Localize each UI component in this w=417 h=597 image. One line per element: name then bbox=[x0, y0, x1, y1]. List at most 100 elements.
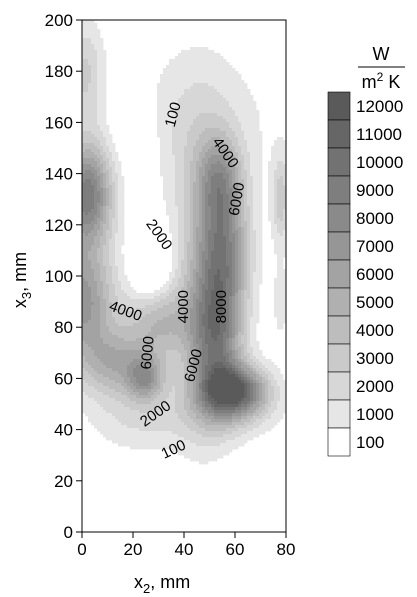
heat-cell bbox=[82, 47, 86, 51]
heat-cell bbox=[109, 236, 113, 240]
heat-cell bbox=[109, 335, 113, 339]
heat-cell bbox=[190, 329, 194, 333]
heat-cell bbox=[97, 326, 101, 330]
heat-cell bbox=[211, 281, 215, 285]
heat-cell bbox=[202, 50, 206, 54]
heat-cell bbox=[259, 233, 263, 237]
heat-cell bbox=[226, 287, 230, 291]
heat-cell bbox=[226, 251, 230, 255]
heat-cell bbox=[229, 80, 233, 84]
heat-cell bbox=[214, 170, 218, 174]
heat-cell bbox=[91, 137, 95, 141]
heat-cell bbox=[214, 260, 218, 264]
heat-cell bbox=[202, 53, 206, 57]
heat-cell bbox=[232, 311, 236, 315]
heat-cell bbox=[253, 146, 257, 150]
heat-cell bbox=[253, 200, 257, 204]
heat-cell bbox=[82, 83, 86, 87]
heat-cell bbox=[88, 260, 92, 264]
heat-cell bbox=[178, 308, 182, 312]
heat-cell bbox=[97, 140, 101, 144]
heat-cell bbox=[163, 344, 167, 348]
heat-cell bbox=[280, 173, 284, 177]
heat-cell bbox=[97, 62, 101, 66]
heat-cell bbox=[250, 275, 254, 279]
heat-cell bbox=[232, 341, 236, 345]
heat-cell bbox=[208, 80, 212, 84]
heat-cell bbox=[199, 215, 203, 219]
heat-cell bbox=[169, 137, 173, 141]
heat-cell bbox=[85, 65, 89, 69]
heat-cell bbox=[178, 107, 182, 111]
heat-cell bbox=[223, 335, 227, 339]
heat-cell bbox=[220, 152, 224, 156]
heat-cell bbox=[247, 164, 251, 168]
heat-cell bbox=[205, 227, 209, 231]
heat-cell bbox=[184, 140, 188, 144]
heat-cell bbox=[103, 230, 107, 234]
heat-cell bbox=[100, 89, 104, 93]
heat-cell bbox=[157, 125, 161, 129]
heat-cell bbox=[88, 125, 92, 129]
heat-cell bbox=[142, 344, 146, 348]
heat-cell bbox=[169, 149, 173, 153]
heat-cell bbox=[175, 80, 179, 84]
heat-cell bbox=[223, 131, 227, 135]
heat-cell bbox=[202, 95, 206, 99]
heat-cell bbox=[196, 149, 200, 153]
heat-cell bbox=[130, 329, 134, 333]
heat-cell bbox=[199, 224, 203, 228]
heat-cell bbox=[100, 197, 104, 201]
heat-cell bbox=[217, 131, 221, 135]
heat-cell bbox=[247, 167, 251, 171]
heat-cell bbox=[226, 212, 230, 216]
heat-cell bbox=[82, 308, 86, 312]
heat-cell bbox=[163, 188, 167, 192]
heat-cell bbox=[103, 170, 107, 174]
heat-cell bbox=[94, 278, 98, 282]
heat-cell bbox=[181, 347, 185, 351]
heat-cell bbox=[94, 47, 98, 51]
heat-cell bbox=[208, 326, 212, 330]
heat-cell bbox=[241, 347, 245, 351]
heat-cell bbox=[250, 206, 254, 210]
heat-cell bbox=[163, 290, 167, 294]
heat-cell bbox=[193, 143, 197, 147]
heat-cell bbox=[217, 104, 221, 108]
heat-cell bbox=[184, 77, 188, 81]
heat-cell bbox=[190, 113, 194, 117]
heat-cell bbox=[106, 209, 110, 213]
heat-cell bbox=[232, 188, 236, 192]
heat-cell bbox=[184, 269, 188, 273]
heat-cell bbox=[112, 335, 116, 339]
heat-cell bbox=[97, 239, 101, 243]
heat-cell bbox=[205, 314, 209, 318]
heat-cell bbox=[250, 119, 254, 123]
heat-cell bbox=[217, 287, 221, 291]
heat-cell bbox=[181, 350, 185, 354]
heat-cell bbox=[115, 224, 119, 228]
heat-cell bbox=[274, 194, 278, 198]
heat-cell bbox=[115, 350, 119, 354]
heat-cell bbox=[145, 302, 149, 306]
heat-cell bbox=[238, 161, 242, 165]
heat-cell bbox=[124, 332, 128, 336]
heat-cell bbox=[277, 140, 281, 144]
heat-cell bbox=[220, 308, 224, 312]
heat-cell bbox=[88, 29, 92, 33]
heat-cell bbox=[187, 248, 191, 252]
heat-cell bbox=[259, 131, 263, 135]
heat-cell bbox=[82, 110, 86, 114]
heat-cell bbox=[235, 209, 239, 213]
heat-cell bbox=[85, 131, 89, 135]
heat-cell bbox=[91, 218, 95, 222]
heat-cell bbox=[100, 101, 104, 105]
heat-cell bbox=[190, 158, 194, 162]
heat-cell bbox=[91, 35, 95, 39]
heat-cell bbox=[151, 296, 155, 300]
heat-cell bbox=[100, 158, 104, 162]
heat-cell bbox=[184, 305, 188, 309]
heat-cell bbox=[97, 119, 101, 123]
heat-cell bbox=[82, 317, 86, 321]
heat-cell bbox=[199, 296, 203, 300]
